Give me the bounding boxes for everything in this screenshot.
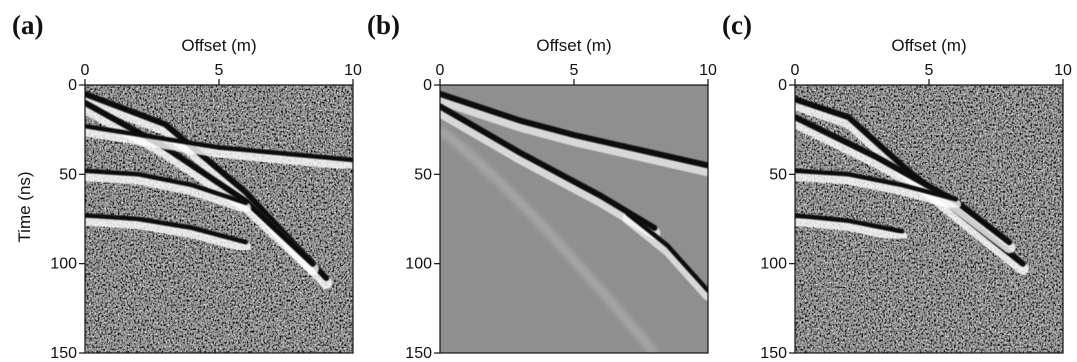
plot-area-1 (85, 85, 353, 353)
panel-letter: (a) (12, 10, 43, 40)
y-axis-title: Time (ns) (15, 171, 34, 242)
y-tick-label: 100 (405, 256, 432, 273)
y-tick-label: 0 (68, 77, 77, 94)
plot-background (440, 85, 708, 353)
event-halo (622, 213, 708, 301)
y-tick-label: 100 (760, 256, 787, 273)
y-tick-label: 150 (405, 345, 432, 362)
y-tick-label: 100 (50, 256, 77, 273)
event-trace (85, 99, 316, 267)
event-trace (795, 213, 905, 234)
x-axis-title: Offset (m) (181, 36, 256, 55)
event-halo (85, 170, 252, 214)
diffuse-wavefront (440, 125, 659, 353)
event-halo (85, 125, 353, 171)
x-tick-label: 0 (791, 62, 800, 79)
plot-area-2 (440, 85, 708, 353)
x-tick-label: 10 (1054, 62, 1072, 79)
y-tick-label: 50 (769, 166, 787, 183)
y-tick-label: 50 (414, 166, 432, 183)
x-tick-label: 5 (215, 62, 224, 79)
x-tick-label: 0 (81, 62, 90, 79)
event-halo (440, 92, 708, 177)
event-trace (795, 168, 959, 202)
event-trace (795, 114, 1013, 246)
event-halo (85, 215, 252, 253)
event-trace (440, 90, 708, 169)
x-tick-label: 0 (436, 62, 445, 79)
event-halo (795, 170, 962, 210)
x-tick-label: 10 (699, 62, 717, 79)
event-halo (85, 101, 319, 275)
event-trace (85, 123, 353, 163)
y-tick-label: 150 (50, 345, 77, 362)
plot-area-3 (795, 85, 1063, 353)
x-tick-label: 10 (344, 62, 362, 79)
panel-letter: (c) (722, 10, 752, 40)
y-tick-label: 0 (423, 77, 432, 94)
event-halo (795, 116, 1016, 254)
y-tick-label: 0 (778, 77, 787, 94)
y-tick-label: 150 (760, 345, 787, 362)
event-trace (85, 213, 249, 245)
x-tick-label: 5 (570, 62, 579, 79)
x-axis-title: Offset (m) (891, 36, 966, 55)
y-tick-label: 50 (59, 166, 77, 183)
x-axis-title: Offset (m) (536, 36, 611, 55)
event-trace (85, 168, 249, 206)
event-trace (625, 211, 708, 293)
panel-letter: (b) (367, 10, 400, 40)
x-tick-label: 5 (925, 62, 934, 79)
event-halo (795, 215, 908, 242)
